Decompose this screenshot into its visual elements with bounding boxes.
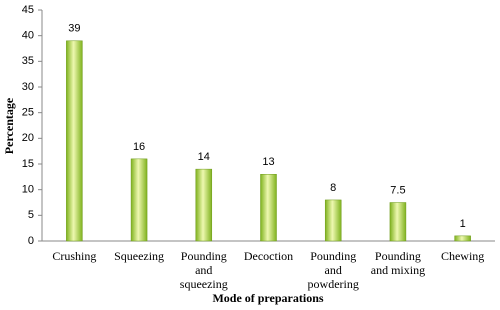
data-label: 16 bbox=[133, 141, 145, 153]
bar bbox=[454, 235, 471, 242]
bar bbox=[195, 168, 213, 242]
y-tick-label: 5 bbox=[28, 209, 34, 221]
x-tick-label: Squeezing bbox=[114, 249, 164, 263]
y-tick-label: 40 bbox=[22, 30, 34, 42]
x-tick-label: Pounding and mixing bbox=[371, 249, 425, 277]
data-label: 13 bbox=[262, 156, 274, 168]
y-tick-label: 20 bbox=[22, 132, 34, 144]
y-tick-label: 10 bbox=[22, 184, 34, 196]
y-tick-label: 0 bbox=[28, 235, 34, 247]
data-label: 1 bbox=[460, 218, 466, 230]
y-axis-title: Percentage bbox=[2, 97, 16, 154]
x-tick-label: Pounding and powdering bbox=[308, 249, 359, 291]
y-tick-label: 45 bbox=[22, 4, 34, 16]
bar bbox=[260, 174, 277, 242]
bar bbox=[389, 202, 407, 242]
data-label: 14 bbox=[198, 151, 210, 163]
x-axis-title: Mode of preparations bbox=[212, 291, 323, 305]
y-tick-label: 30 bbox=[22, 81, 34, 93]
x-tick-label: Pounding and squeezing bbox=[180, 249, 228, 291]
bar bbox=[130, 158, 148, 242]
y-tick-label: 35 bbox=[22, 55, 34, 67]
data-label: 39 bbox=[68, 23, 80, 35]
x-tick-label: Crushing bbox=[52, 249, 96, 263]
bar bbox=[66, 40, 83, 242]
y-tick-label: 25 bbox=[22, 107, 34, 119]
bar bbox=[324, 199, 342, 242]
x-tick-label: Decoction bbox=[244, 249, 293, 263]
data-label: 7.5 bbox=[390, 184, 405, 196]
y-tick-label: 15 bbox=[22, 158, 34, 170]
x-tick-label: Chewing bbox=[441, 249, 484, 263]
data-label: 8 bbox=[330, 182, 336, 194]
